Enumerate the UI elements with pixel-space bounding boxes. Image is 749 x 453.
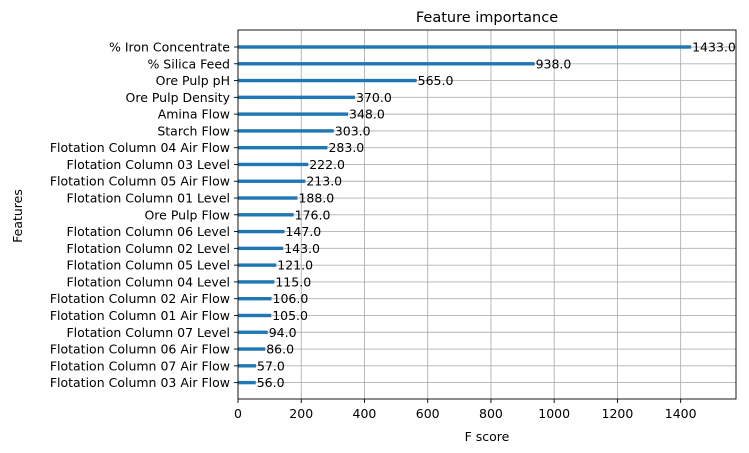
bar-value-label: 94.0: [269, 325, 297, 340]
bar: [238, 78, 417, 83]
x-tick-label: 0: [234, 406, 242, 421]
bar-value-label: 1433.0: [692, 40, 736, 55]
bars: [238, 45, 692, 385]
bar: [238, 62, 535, 66]
bar: [238, 112, 349, 116]
y-tick-label: Flotation Column 02 Level: [66, 241, 230, 256]
y-tick-label: Ore Pulp Density: [125, 90, 230, 105]
bar-value-label: 188.0: [298, 191, 334, 206]
bar: [238, 45, 692, 49]
bar: [238, 213, 294, 217]
bar: [238, 246, 284, 251]
y-tick-label: Flotation Column 07 Air Flow: [50, 358, 230, 373]
bar-value-label: 348.0: [349, 107, 385, 122]
bar-value-label: 57.0: [257, 358, 285, 373]
bar-value-label: 115.0: [275, 274, 311, 289]
bar: [238, 380, 256, 385]
bar-value-label: 370.0: [356, 90, 392, 105]
bar-value-label: 106.0: [273, 291, 309, 306]
x-axis-title: F score: [465, 429, 510, 444]
y-tick-label: Ore Pulp Flow: [144, 207, 230, 222]
bar: [238, 330, 268, 334]
bar: [238, 179, 306, 183]
x-tick-label: 200: [289, 406, 313, 421]
y-tick-label: Flotation Column 01 Level: [66, 191, 230, 206]
bar-value-label: 303.0: [335, 123, 371, 138]
y-tick-label: % Iron Concentrate: [109, 40, 230, 55]
y-axis-title: Features: [10, 189, 25, 243]
bar-value-label: 86.0: [266, 342, 294, 357]
y-tick-label: Starch Flow: [157, 123, 230, 138]
bar-value-label: 938.0: [536, 56, 572, 71]
bar: [238, 145, 328, 150]
y-tick-label: Flotation Column 05 Air Flow: [50, 174, 230, 189]
chart-title: Feature importance: [416, 10, 558, 26]
y-tick-label: Flotation Column 04 Level: [66, 274, 230, 289]
y-tick-label: Flotation Column 05 Level: [66, 258, 230, 273]
y-tick-label: Ore Pulp pH: [156, 73, 230, 88]
bar-value-label: 565.0: [418, 73, 454, 88]
y-tick-label: Flotation Column 06 Air Flow: [50, 342, 230, 357]
y-tick-label: Flotation Column 07 Level: [66, 325, 230, 340]
bar-value-label: 105.0: [272, 308, 308, 323]
bar: [238, 95, 355, 100]
y-tick-label: Flotation Column 03 Air Flow: [50, 375, 230, 390]
y-tick-label: Flotation Column 04 Air Flow: [50, 140, 230, 155]
y-tick-label: Flotation Column 02 Air Flow: [50, 291, 230, 306]
bar-value-label: 121.0: [277, 258, 313, 273]
y-tick-label: Flotation Column 03 Level: [66, 157, 230, 172]
y-tick-label: Flotation Column 01 Air Flow: [50, 308, 230, 323]
y-tick-label: % Silica Feed: [147, 56, 230, 71]
x-tick-label: 1200: [602, 406, 634, 421]
bar: [238, 162, 309, 167]
x-tick-labels: 0 200 400 600 800 1000 1200 1400: [234, 399, 697, 421]
y-tick-labels: % Iron Concentrate% Silica Feed Ore Pulp …: [50, 40, 238, 390]
x-tick-label: 800: [479, 406, 503, 421]
bar-value-label: 222.0: [309, 157, 345, 172]
y-tick-label: Amina Flow: [158, 107, 230, 122]
bar: [238, 347, 266, 351]
x-tick-label: 400: [353, 406, 377, 421]
bar-value-label: 176.0: [295, 207, 331, 222]
bar-value-label: 143.0: [284, 241, 320, 256]
bar: [238, 297, 272, 301]
bar: [238, 129, 334, 133]
bar: [238, 263, 277, 267]
bar-value-label: 56.0: [257, 375, 285, 390]
bar-value-label: 147.0: [285, 224, 321, 239]
y-tick-label: Flotation Column 06 Level: [66, 224, 230, 239]
x-tick-label: 1000: [538, 406, 570, 421]
bar: [238, 364, 257, 368]
bar: [238, 196, 298, 200]
bar-value-label: 283.0: [328, 140, 364, 155]
bar: [238, 313, 272, 318]
bar: [238, 229, 285, 234]
bar-value-label: 213.0: [306, 174, 342, 189]
x-tick-label: 1400: [665, 406, 697, 421]
x-tick-label: 600: [416, 406, 440, 421]
bar: [238, 280, 275, 284]
